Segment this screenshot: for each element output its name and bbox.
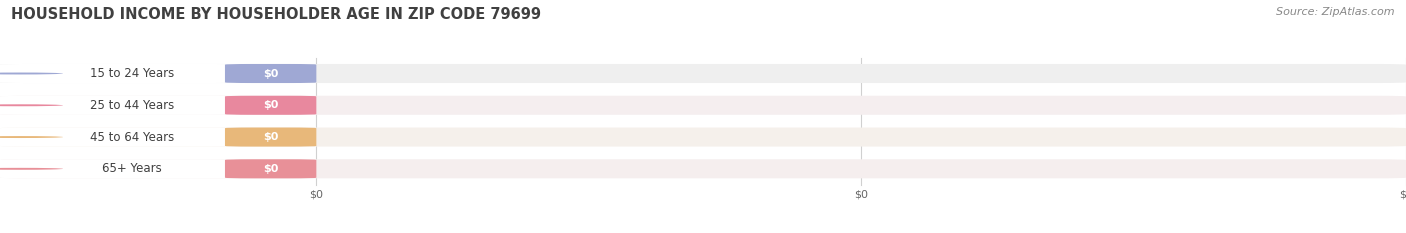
FancyBboxPatch shape — [0, 64, 1406, 83]
Text: $0: $0 — [263, 69, 278, 79]
Circle shape — [0, 168, 63, 170]
Circle shape — [0, 136, 63, 138]
Text: 65+ Years: 65+ Years — [103, 162, 162, 175]
FancyBboxPatch shape — [0, 127, 236, 147]
FancyBboxPatch shape — [225, 159, 316, 178]
Text: HOUSEHOLD INCOME BY HOUSEHOLDER AGE IN ZIP CODE 79699: HOUSEHOLD INCOME BY HOUSEHOLDER AGE IN Z… — [11, 7, 541, 22]
FancyBboxPatch shape — [225, 64, 316, 83]
FancyBboxPatch shape — [0, 96, 1406, 115]
Text: $0: $0 — [263, 132, 278, 142]
FancyBboxPatch shape — [0, 127, 1406, 147]
FancyBboxPatch shape — [0, 159, 1406, 178]
Circle shape — [0, 104, 63, 106]
FancyBboxPatch shape — [0, 96, 236, 115]
Text: Source: ZipAtlas.com: Source: ZipAtlas.com — [1277, 7, 1395, 17]
Circle shape — [0, 72, 63, 75]
Text: $0: $0 — [1399, 189, 1406, 199]
Text: 45 to 64 Years: 45 to 64 Years — [90, 130, 174, 144]
Text: $0: $0 — [309, 189, 323, 199]
Text: 25 to 44 Years: 25 to 44 Years — [90, 99, 174, 112]
FancyBboxPatch shape — [225, 127, 316, 147]
Text: 15 to 24 Years: 15 to 24 Years — [90, 67, 174, 80]
FancyBboxPatch shape — [0, 159, 236, 178]
FancyBboxPatch shape — [225, 96, 316, 115]
Text: $0: $0 — [263, 100, 278, 110]
Text: $0: $0 — [263, 164, 278, 174]
FancyBboxPatch shape — [0, 64, 236, 83]
Text: $0: $0 — [855, 189, 868, 199]
